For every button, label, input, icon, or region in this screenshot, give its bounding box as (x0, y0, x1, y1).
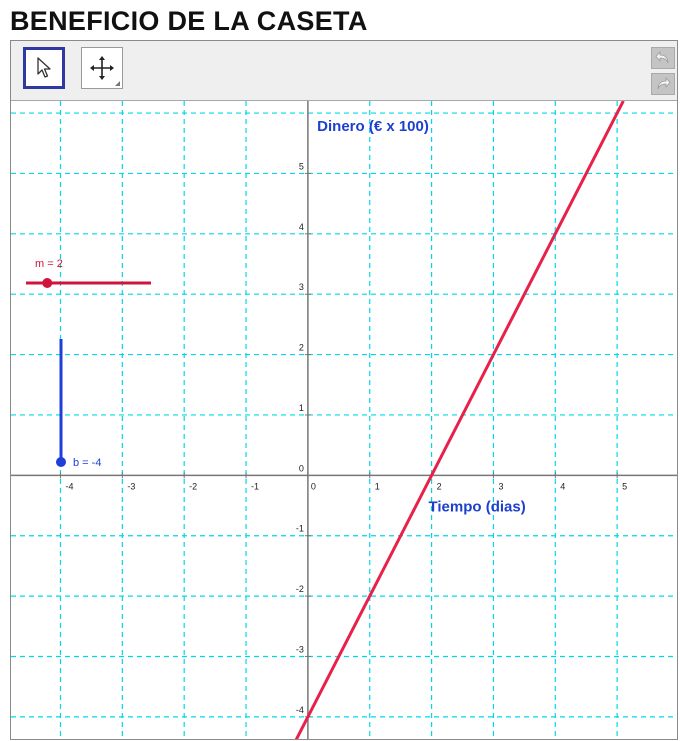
redo-icon (657, 76, 671, 90)
move-cross-icon (90, 56, 114, 80)
slider-b-label: b = -4 (73, 457, 101, 469)
graphics-view[interactable]: -4-3-2-10123456543210-1-2-3-4 Tiempo (di… (11, 101, 678, 740)
x-tick-label: 1 (375, 481, 380, 491)
y-tick-label: -4 (296, 705, 304, 715)
x-tick-label: -2 (189, 481, 197, 491)
slider-b-knob[interactable] (56, 457, 66, 467)
move-view-tool-button[interactable] (81, 47, 123, 89)
y-tick-label: -1 (296, 524, 304, 534)
y-tick-label: 3 (299, 282, 304, 292)
y-tick-label: -3 (296, 644, 304, 654)
tool-menu-indicator (115, 81, 120, 86)
y-tick-label: 1 (299, 403, 304, 413)
y-tick-label: 4 (299, 222, 304, 232)
undo-icon (655, 50, 669, 64)
slider-m[interactable]: m = 2 (26, 258, 151, 288)
redo-button[interactable] (651, 73, 675, 95)
y-axis-label: Dinero (€ x 100) (317, 118, 429, 135)
x-tick-label: 4 (560, 481, 565, 491)
x-tick-label: 3 (498, 481, 503, 491)
function-line[interactable] (294, 101, 625, 740)
x-tick-label: -3 (127, 481, 135, 491)
y-tick-label: 5 (299, 161, 304, 171)
x-tick-label: -4 (65, 481, 73, 491)
x-tick-label: -1 (251, 481, 259, 491)
toolbar (11, 41, 677, 101)
x-tick-label: 0 (311, 481, 316, 491)
geogebra-applet: -4-3-2-10123456543210-1-2-3-4 Tiempo (di… (10, 40, 678, 740)
undo-button[interactable] (651, 47, 675, 69)
arrow-pointer-icon (37, 57, 51, 78)
graph-svg[interactable]: -4-3-2-10123456543210-1-2-3-4 Tiempo (di… (11, 101, 678, 740)
page-title: BENEFICIO DE LA CASETA (10, 6, 368, 36)
x-tick-label: 5 (622, 481, 627, 491)
slider-b[interactable]: b = -4 (56, 339, 101, 469)
move-tool-button[interactable] (23, 47, 65, 89)
x-tick-label: 2 (437, 481, 442, 491)
y-tick-label: 0 (299, 463, 304, 473)
y-tick-label: -2 (296, 584, 304, 594)
y-tick-label: 2 (299, 343, 304, 353)
slider-m-knob[interactable] (42, 278, 53, 288)
x-axis-label: Tiempo (dias) (429, 499, 526, 516)
slider-m-label: m = 2 (35, 258, 63, 270)
